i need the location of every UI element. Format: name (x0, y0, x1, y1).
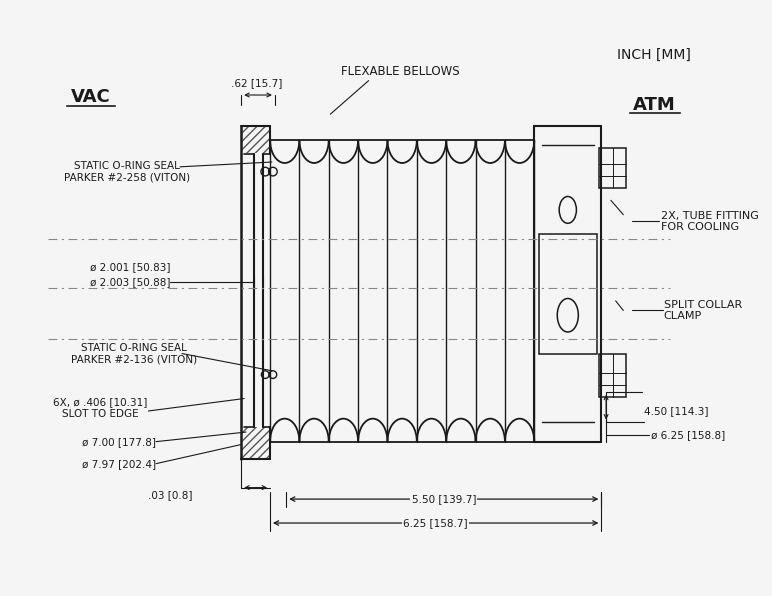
Text: FLEXABLE BELLOWS: FLEXABLE BELLOWS (341, 64, 459, 77)
Text: .03 [0.8]: .03 [0.8] (148, 491, 193, 500)
Text: 6.25 [158.7]: 6.25 [158.7] (403, 518, 468, 528)
Text: .62 [15.7]: .62 [15.7] (231, 79, 283, 89)
Text: 2X, TUBE FITTING
FOR COOLING: 2X, TUBE FITTING FOR COOLING (661, 210, 759, 232)
Text: STATIC O-RING SEAL
PARKER #2-136 (VITON): STATIC O-RING SEAL PARKER #2-136 (VITON) (71, 343, 197, 364)
Bar (242, 427, 269, 458)
Text: ATM: ATM (632, 95, 676, 114)
Text: 6X, ø .406 [10.31]
SLOT TO EDGE: 6X, ø .406 [10.31] SLOT TO EDGE (53, 398, 147, 419)
Text: ø 7.97 [202.4]: ø 7.97 [202.4] (82, 459, 156, 468)
Text: ø 2.001 [50.83]: ø 2.001 [50.83] (90, 262, 171, 272)
Text: VAC: VAC (71, 88, 111, 106)
Bar (539, 234, 597, 353)
Text: SPLIT COLLAR
CLAMP: SPLIT COLLAR CLAMP (664, 300, 742, 321)
Text: STATIC O-RING SEAL
PARKER #2-258 (VITON): STATIC O-RING SEAL PARKER #2-258 (VITON) (64, 161, 191, 182)
Text: ø 2.003 [50.88]: ø 2.003 [50.88] (90, 277, 171, 287)
Text: ø 6.25 [158.8]: ø 6.25 [158.8] (651, 430, 726, 440)
Text: ø 7.00 [177.8]: ø 7.00 [177.8] (82, 437, 156, 446)
Bar (242, 126, 269, 153)
Text: 4.50 [114.3]: 4.50 [114.3] (645, 406, 709, 416)
Text: 5.50 [139.7]: 5.50 [139.7] (411, 494, 476, 504)
Text: INCH [MM]: INCH [MM] (617, 48, 691, 62)
